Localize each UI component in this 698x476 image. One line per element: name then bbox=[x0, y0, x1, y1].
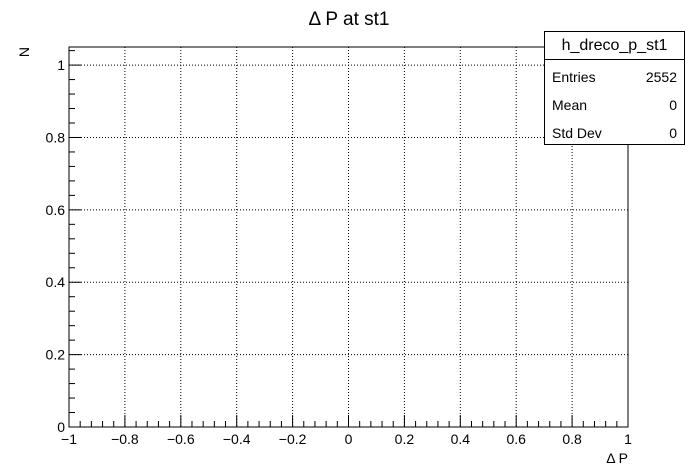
x-tick-label: −0.8 bbox=[111, 431, 139, 447]
stats-row-mean: Mean 0 bbox=[545, 91, 684, 119]
y-tick-label: 0.8 bbox=[46, 129, 66, 145]
x-tick-label: −1 bbox=[61, 431, 77, 447]
stats-key: Entries bbox=[552, 69, 596, 85]
y-tick-label: 0 bbox=[57, 419, 65, 435]
x-tick-label: 0 bbox=[345, 431, 353, 447]
x-tick-label: −0.4 bbox=[223, 431, 251, 447]
x-axis-label: Δ P bbox=[606, 450, 628, 466]
stats-histogram-name: h_dreco_p_st1 bbox=[545, 32, 684, 60]
stats-value: 0 bbox=[669, 97, 677, 113]
stats-value: 0 bbox=[669, 125, 677, 141]
x-tick-label: −0.2 bbox=[279, 431, 307, 447]
x-tick-label: 1 bbox=[624, 431, 632, 447]
stats-key: Std Dev bbox=[552, 125, 602, 141]
x-tick-label: 0.6 bbox=[506, 431, 526, 447]
stats-row-entries: Entries 2552 bbox=[545, 63, 684, 91]
y-tick-label: 0.4 bbox=[46, 274, 66, 290]
y-tick-label: 1 bbox=[57, 57, 65, 73]
stats-box: h_dreco_p_st1 Entries 2552 Mean 0 Std De… bbox=[544, 31, 685, 145]
y-axis-label: N bbox=[16, 47, 32, 57]
y-tick-label: 0.2 bbox=[46, 347, 66, 363]
stats-key: Mean bbox=[552, 97, 588, 113]
x-tick-label: 0.4 bbox=[451, 431, 471, 447]
chart-title: Δ P at st1 bbox=[308, 9, 389, 30]
stats-value: 2552 bbox=[645, 69, 677, 85]
x-tick-label: 0.2 bbox=[395, 431, 415, 447]
x-tick-label: −0.6 bbox=[167, 431, 195, 447]
x-tick-label: 0.8 bbox=[562, 431, 582, 447]
y-tick-label: 0.6 bbox=[46, 202, 66, 218]
stats-row-stddev: Std Dev 0 bbox=[545, 119, 684, 147]
